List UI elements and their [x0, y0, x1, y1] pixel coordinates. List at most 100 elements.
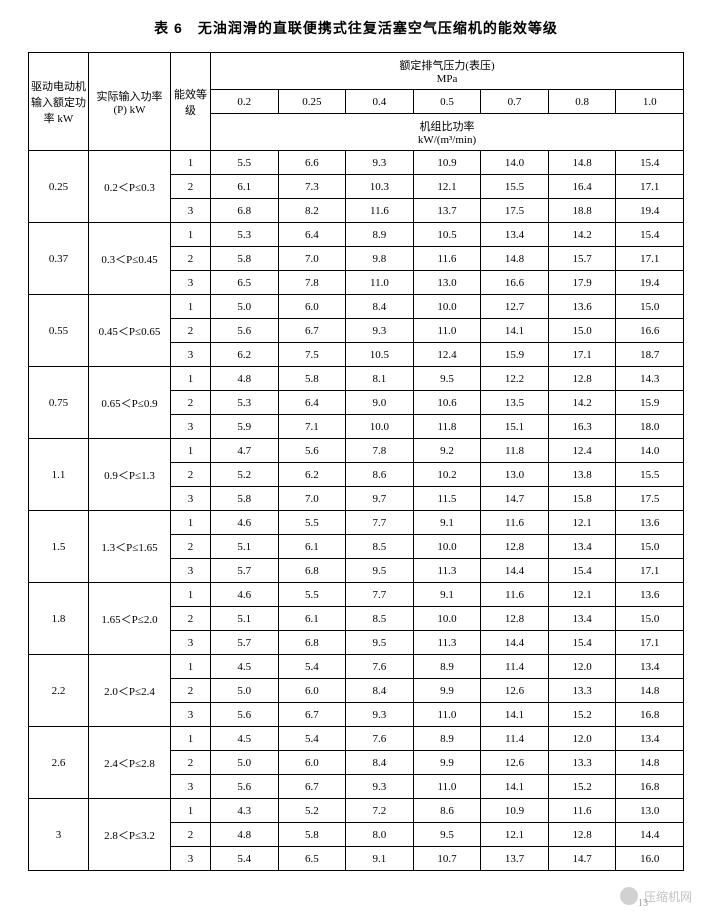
cell-value: 12.8: [481, 535, 549, 559]
cell-value: 9.7: [346, 487, 414, 511]
table-row: 0.250.2＜P≤0.315.56.69.310.914.014.815.4: [29, 151, 684, 175]
cell-motor: 0.37: [29, 223, 89, 295]
cell-value: 5.1: [211, 535, 279, 559]
cell-value: 9.3: [346, 151, 414, 175]
hdr-p-3: 0.5: [413, 90, 481, 114]
cell-motor: 1.1: [29, 439, 89, 511]
cell-level: 3: [171, 487, 211, 511]
cell-value: 6.0: [278, 679, 346, 703]
table-header: 驱动电动机输入额定功率 kW 实际输入功率(P) kW 能效等级 额定排气压力(…: [29, 53, 684, 151]
cell-value: 10.0: [346, 415, 414, 439]
cell-range: 1.65＜P≤2.0: [89, 583, 171, 655]
cell-value: 14.4: [481, 559, 549, 583]
cell-value: 10.9: [413, 151, 481, 175]
cell-range: 0.9＜P≤1.3: [89, 439, 171, 511]
cell-value: 13.0: [413, 271, 481, 295]
cell-value: 5.6: [211, 703, 279, 727]
cell-value: 5.7: [211, 559, 279, 583]
cell-value: 5.1: [211, 607, 279, 631]
cell-value: 9.9: [413, 679, 481, 703]
cell-value: 16.6: [616, 319, 684, 343]
cell-value: 14.0: [481, 151, 549, 175]
cell-value: 6.1: [278, 535, 346, 559]
cell-value: 7.2: [346, 799, 414, 823]
cell-value: 5.4: [278, 727, 346, 751]
cell-value: 16.8: [616, 703, 684, 727]
cell-value: 10.6: [413, 391, 481, 415]
cell-value: 12.1: [548, 511, 616, 535]
cell-value: 9.8: [346, 247, 414, 271]
cell-value: 6.7: [278, 775, 346, 799]
cell-value: 12.0: [548, 655, 616, 679]
cell-level: 1: [171, 151, 211, 175]
cell-value: 18.8: [548, 199, 616, 223]
cell-value: 5.7: [211, 631, 279, 655]
cell-value: 16.0: [616, 847, 684, 871]
cell-value: 6.8: [278, 631, 346, 655]
cell-value: 13.6: [548, 295, 616, 319]
cell-value: 6.8: [278, 559, 346, 583]
cell-motor: 3: [29, 799, 89, 871]
cell-value: 8.5: [346, 607, 414, 631]
cell-value: 5.4: [278, 655, 346, 679]
cell-value: 14.1: [481, 319, 549, 343]
cell-value: 13.4: [548, 535, 616, 559]
cell-value: 6.7: [278, 319, 346, 343]
cell-value: 11.6: [548, 799, 616, 823]
cell-value: 15.2: [548, 775, 616, 799]
cell-value: 14.8: [616, 751, 684, 775]
cell-value: 6.7: [278, 703, 346, 727]
cell-value: 17.5: [616, 487, 684, 511]
cell-value: 7.7: [346, 583, 414, 607]
hdr-p-0: 0.2: [211, 90, 279, 114]
cell-motor: 2.2: [29, 655, 89, 727]
cell-value: 13.4: [616, 727, 684, 751]
cell-value: 7.0: [278, 487, 346, 511]
cell-value: 7.6: [346, 655, 414, 679]
cell-value: 6.4: [278, 223, 346, 247]
cell-value: 7.7: [346, 511, 414, 535]
cell-value: 13.3: [548, 751, 616, 775]
hdr-p-5: 0.8: [548, 90, 616, 114]
cell-value: 4.8: [211, 367, 279, 391]
cell-value: 5.5: [278, 511, 346, 535]
cell-value: 6.1: [278, 607, 346, 631]
cell-value: 12.1: [548, 583, 616, 607]
cell-value: 14.8: [481, 247, 549, 271]
cell-value: 11.6: [413, 247, 481, 271]
cell-level: 1: [171, 511, 211, 535]
cell-value: 12.0: [548, 727, 616, 751]
cell-value: 6.0: [278, 295, 346, 319]
hdr-actual-power: 实际输入功率(P) kW: [89, 53, 171, 151]
cell-value: 14.1: [481, 775, 549, 799]
cell-level: 2: [171, 391, 211, 415]
cell-level: 1: [171, 655, 211, 679]
cell-range: 2.0＜P≤2.4: [89, 655, 171, 727]
cell-value: 13.4: [616, 655, 684, 679]
cell-range: 0.65＜P≤0.9: [89, 367, 171, 439]
cell-value: 14.4: [481, 631, 549, 655]
cell-value: 9.3: [346, 775, 414, 799]
cell-value: 13.4: [548, 607, 616, 631]
cell-value: 4.5: [211, 727, 279, 751]
cell-level: 1: [171, 223, 211, 247]
cell-value: 5.0: [211, 679, 279, 703]
table-row: 2.22.0＜P≤2.414.55.47.68.911.412.013.4: [29, 655, 684, 679]
cell-level: 3: [171, 199, 211, 223]
cell-level: 3: [171, 631, 211, 655]
cell-value: 19.4: [616, 199, 684, 223]
table-row: 0.550.45＜P≤0.6515.06.08.410.012.713.615.…: [29, 295, 684, 319]
cell-value: 14.4: [616, 823, 684, 847]
cell-value: 15.0: [616, 295, 684, 319]
cell-value: 15.4: [548, 631, 616, 655]
hdr-p-4: 0.7: [481, 90, 549, 114]
watermark-text: 压缩机网: [644, 888, 692, 905]
cell-range: 1.3＜P≤1.65: [89, 511, 171, 583]
cell-value: 15.0: [616, 535, 684, 559]
cell-value: 9.2: [413, 439, 481, 463]
cell-value: 9.5: [413, 823, 481, 847]
cell-value: 18.7: [616, 343, 684, 367]
cell-value: 7.8: [346, 439, 414, 463]
cell-value: 13.0: [616, 799, 684, 823]
cell-value: 13.8: [548, 463, 616, 487]
